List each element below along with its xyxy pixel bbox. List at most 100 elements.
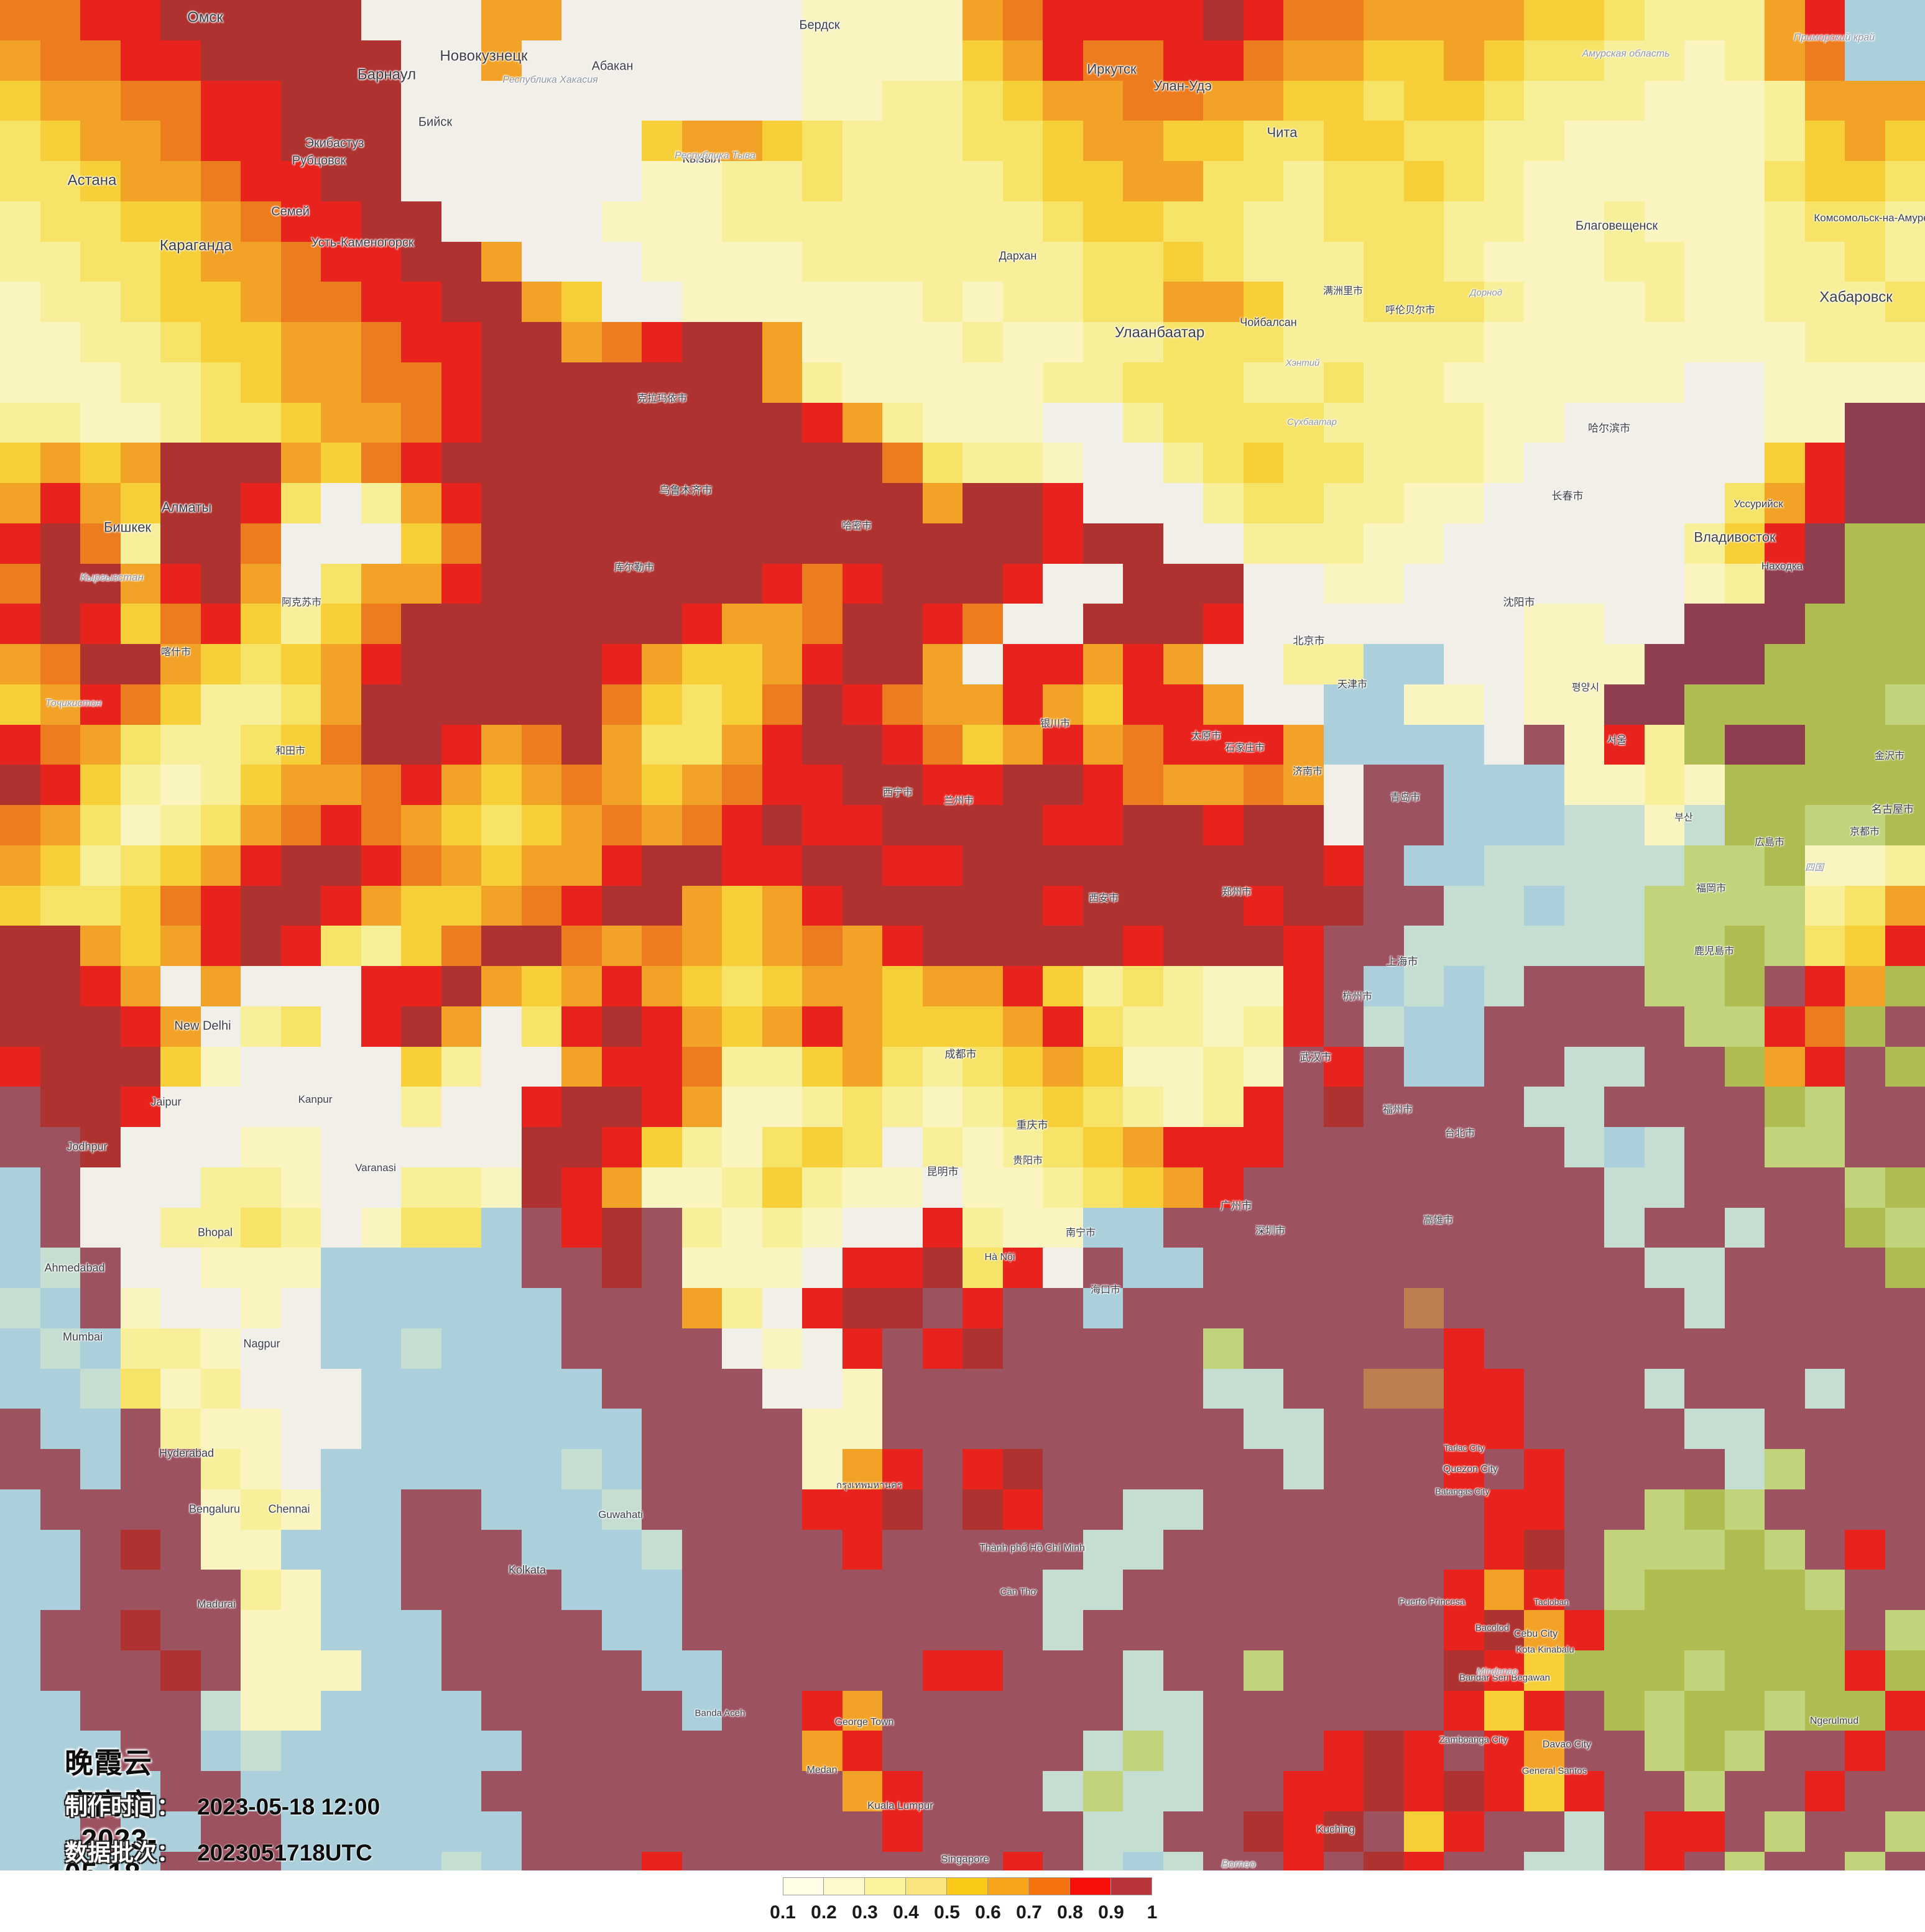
heat-cell bbox=[642, 40, 682, 81]
heat-cell bbox=[1403, 765, 1444, 806]
heat-cell bbox=[1403, 523, 1444, 564]
heat-cell bbox=[1163, 1167, 1204, 1208]
heat-cell bbox=[842, 563, 883, 604]
heat-cell bbox=[321, 362, 361, 403]
heat-cell bbox=[1323, 926, 1364, 967]
heat-cell bbox=[1444, 1690, 1484, 1731]
heat-cell bbox=[681, 1489, 722, 1530]
heat-cell bbox=[441, 121, 482, 162]
heat-cell bbox=[962, 604, 1003, 645]
heat-cell bbox=[241, 1368, 281, 1409]
heat-cell bbox=[1083, 1207, 1124, 1248]
heat-cell bbox=[200, 1328, 241, 1369]
heat-cell bbox=[681, 1207, 722, 1248]
heat-cell bbox=[441, 201, 482, 242]
heat-cell bbox=[241, 483, 281, 524]
heat-cell bbox=[561, 885, 602, 926]
heat-cell bbox=[1043, 121, 1083, 162]
heat-cell bbox=[361, 644, 402, 685]
heat-cell bbox=[561, 724, 602, 765]
heat-cell bbox=[1845, 1610, 1885, 1651]
heat-cell bbox=[1043, 1207, 1083, 1248]
heat-cell bbox=[1564, 201, 1605, 242]
heat-cell bbox=[481, 644, 522, 685]
heat-cell bbox=[642, 282, 682, 323]
heat-cell bbox=[842, 1811, 883, 1852]
heat-cell bbox=[962, 1690, 1003, 1731]
heat-cell bbox=[241, 724, 281, 765]
heat-cell bbox=[120, 80, 161, 121]
heat-cell bbox=[1083, 443, 1124, 484]
heat-cell bbox=[1564, 1368, 1605, 1409]
heat-cell bbox=[1243, 1368, 1284, 1409]
heat-cell bbox=[1203, 241, 1244, 282]
heat-cell bbox=[80, 1811, 121, 1852]
heat-cell bbox=[601, 1690, 642, 1731]
heat-cell bbox=[1804, 1570, 1845, 1611]
heat-cell bbox=[401, 1690, 441, 1731]
heat-cell bbox=[642, 1167, 682, 1208]
heat-cell bbox=[280, 1328, 321, 1369]
heat-cell bbox=[80, 523, 121, 564]
heat-cell bbox=[1123, 1529, 1163, 1570]
heat-cell bbox=[1444, 765, 1484, 806]
heat-cell bbox=[1243, 845, 1284, 886]
heat-cell bbox=[722, 765, 762, 806]
heat-cell bbox=[681, 40, 722, 81]
heat-cell bbox=[882, 322, 923, 363]
heat-cell bbox=[1644, 523, 1685, 564]
legend-tick-label: 0.5 bbox=[934, 1902, 960, 1923]
heat-cell bbox=[762, 1368, 803, 1409]
heat-cell bbox=[1203, 402, 1244, 443]
heat-cell bbox=[1323, 282, 1364, 323]
heat-cell bbox=[922, 282, 963, 323]
heat-cell bbox=[521, 1570, 562, 1611]
heat-cell bbox=[1684, 483, 1725, 524]
heat-cell bbox=[160, 1087, 201, 1128]
heat-cell bbox=[1403, 1328, 1444, 1369]
heat-cell bbox=[642, 1449, 682, 1490]
heat-cell bbox=[922, 1006, 963, 1047]
heat-cell bbox=[1684, 161, 1725, 202]
heat-cell bbox=[1885, 1328, 1925, 1369]
heat-cell bbox=[922, 1167, 963, 1208]
heat-cell bbox=[1724, 1288, 1765, 1329]
heat-cell bbox=[1524, 805, 1564, 846]
heat-cell bbox=[601, 1771, 642, 1812]
heat-cell bbox=[1604, 1288, 1645, 1329]
heat-cell bbox=[962, 1489, 1003, 1530]
heat-cell bbox=[481, 1489, 522, 1530]
heat-cell bbox=[1684, 1006, 1725, 1047]
heat-cell bbox=[1804, 161, 1845, 202]
heat-cell bbox=[561, 1529, 602, 1570]
heat-cell bbox=[962, 0, 1003, 41]
heat-cell bbox=[722, 402, 762, 443]
heat-cell bbox=[1484, 765, 1525, 806]
heat-cell bbox=[401, 443, 441, 484]
heat-cell bbox=[601, 1167, 642, 1208]
heat-cell bbox=[1604, 1328, 1645, 1369]
heat-cell bbox=[1604, 604, 1645, 645]
heat-cell bbox=[1444, 1248, 1484, 1289]
heat-cell bbox=[80, 1127, 121, 1168]
heat-cell bbox=[1484, 1690, 1525, 1731]
heat-cell bbox=[1524, 885, 1564, 926]
heat-cell bbox=[120, 724, 161, 765]
heat-cell bbox=[361, 1570, 402, 1611]
heat-cell bbox=[842, 1127, 883, 1168]
heat-cell bbox=[1644, 0, 1685, 41]
cloud-base-height-raster[interactable] bbox=[0, 0, 1925, 1892]
heat-cell bbox=[1283, 1248, 1324, 1289]
heat-cell bbox=[120, 1207, 161, 1248]
heat-cell bbox=[722, 1248, 762, 1289]
heat-cell bbox=[1684, 1328, 1725, 1369]
heat-cell bbox=[681, 885, 722, 926]
heat-cell bbox=[1444, 885, 1484, 926]
heat-cell bbox=[882, 885, 923, 926]
heat-cell bbox=[401, 885, 441, 926]
heat-cell bbox=[160, 604, 201, 645]
heat-cell bbox=[1323, 1489, 1364, 1530]
heat-cell bbox=[1243, 1127, 1284, 1168]
heat-cell bbox=[722, 121, 762, 162]
heat-cell bbox=[401, 322, 441, 363]
